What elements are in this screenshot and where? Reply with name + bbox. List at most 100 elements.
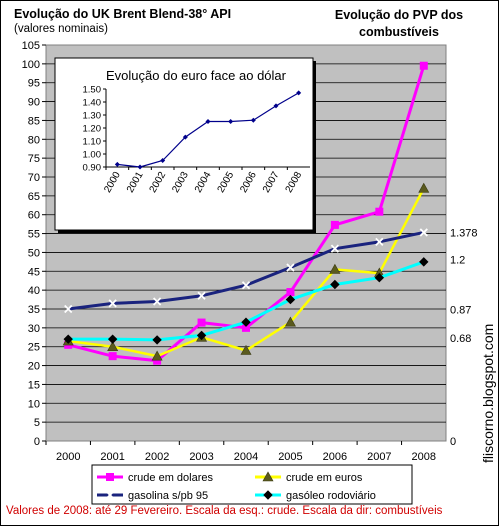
x-tick-label: 2000 bbox=[56, 451, 80, 463]
inset-chart bbox=[54, 57, 314, 231]
data-point bbox=[330, 279, 340, 290]
y-tick-label: 25 bbox=[28, 342, 40, 354]
inset-data-point bbox=[182, 134, 188, 140]
inset-data-point bbox=[296, 90, 302, 96]
data-point bbox=[263, 490, 273, 500]
data-point bbox=[419, 228, 428, 237]
data-point bbox=[105, 490, 115, 500]
data-point bbox=[196, 330, 207, 341]
y-tick-label: 40 bbox=[28, 285, 40, 297]
data-point bbox=[286, 263, 295, 272]
right-axis-label: 0.68 bbox=[450, 333, 471, 345]
y-tick-label: 105 bbox=[22, 40, 40, 52]
legend-entry-1: crude em euros bbox=[255, 471, 363, 484]
x-tick-label: 2005 bbox=[278, 451, 302, 463]
data-point bbox=[152, 335, 162, 345]
series-3 bbox=[63, 257, 429, 345]
x-tick-label: 2007 bbox=[367, 451, 391, 463]
x-tick-label: 2003 bbox=[189, 451, 213, 463]
y-tick-label: 70 bbox=[28, 172, 40, 184]
inset-data-point bbox=[205, 119, 211, 124]
right-axis-label: 1.2 bbox=[450, 254, 465, 266]
right-axis-label: 1.378 bbox=[450, 227, 478, 239]
y-tick-label: 75 bbox=[28, 153, 40, 165]
series-0 bbox=[64, 61, 428, 365]
x-tick-label: 2001 bbox=[100, 451, 124, 463]
y-tick-label: 65 bbox=[28, 191, 40, 203]
data-point bbox=[419, 257, 429, 267]
inset-data-point bbox=[137, 164, 143, 170]
inset-data-point bbox=[160, 158, 166, 163]
legend-entry-0: crude em dolares bbox=[97, 472, 213, 484]
y-tick-label: 50 bbox=[28, 247, 40, 259]
inset-y-tick-label: 1.50 bbox=[83, 85, 102, 96]
footer-note: Valores de 2008: até 29 Fevereiro. Escal… bbox=[6, 505, 443, 517]
chart-title-left: Evolução do UK Brent Blend-38° API bbox=[14, 7, 232, 21]
data-point bbox=[418, 182, 430, 193]
data-point bbox=[286, 288, 295, 297]
data-point bbox=[284, 316, 296, 327]
data-point bbox=[63, 334, 73, 344]
x-tick-label: 2004 bbox=[234, 451, 258, 463]
inset-data-point bbox=[114, 161, 120, 167]
inset-y-tick-label: 1.20 bbox=[83, 124, 102, 135]
data-point bbox=[330, 244, 340, 253]
inset-title: Evolução do euro face ao dólar bbox=[106, 68, 287, 83]
data-point bbox=[108, 299, 117, 308]
legend-entry-2: gasolina s/pb 95 bbox=[97, 490, 208, 502]
inset-y-tick-label: 1.40 bbox=[83, 98, 102, 109]
data-point bbox=[419, 61, 428, 70]
y-tick-label: 95 bbox=[28, 78, 40, 90]
y-tick-label: 45 bbox=[28, 266, 40, 278]
y-tick-label: 5 bbox=[34, 417, 40, 429]
y-tick-label: 100 bbox=[22, 59, 40, 71]
data-point bbox=[152, 297, 162, 306]
legend bbox=[91, 464, 413, 505]
y-tick-label: 55 bbox=[28, 229, 40, 241]
x-tick-label: 2006 bbox=[323, 451, 347, 463]
legend-label: crude em euros bbox=[286, 472, 363, 484]
right-axis-label: 0.87 bbox=[450, 304, 471, 316]
inset-y-tick-label: 1.00 bbox=[83, 150, 102, 161]
legend-label: gasolina s/pb 95 bbox=[128, 490, 208, 502]
y-tick-label: 85 bbox=[28, 115, 40, 127]
data-point bbox=[374, 272, 385, 283]
data-point bbox=[107, 341, 119, 352]
data-point bbox=[240, 344, 252, 355]
y-tick-label: 90 bbox=[28, 97, 40, 109]
chart-title-right-line2: combustíveis bbox=[359, 25, 439, 39]
legend-label: crude em dolares bbox=[128, 472, 213, 484]
inset-series bbox=[114, 90, 302, 170]
y-tick-label: 10 bbox=[28, 398, 40, 410]
data-point bbox=[108, 352, 117, 361]
data-point bbox=[197, 291, 206, 300]
inset-data-point bbox=[273, 103, 279, 109]
y-tick-label: 60 bbox=[28, 210, 40, 222]
x-tick-label: 2002 bbox=[145, 451, 169, 463]
inset-y-tick-label: 0.90 bbox=[83, 163, 102, 174]
watermark: fliscorno.blogspot.com bbox=[480, 323, 496, 463]
data-point bbox=[330, 220, 339, 229]
chart-subtitle-left: (valores nominais) bbox=[14, 23, 108, 35]
y-tick-label: 35 bbox=[28, 304, 40, 316]
y-tick-label: 80 bbox=[28, 134, 40, 146]
data-point bbox=[64, 304, 73, 314]
data-point bbox=[106, 473, 114, 481]
inset-data-point bbox=[228, 119, 234, 124]
y-tick-label: 30 bbox=[28, 323, 40, 335]
data-point bbox=[241, 281, 251, 290]
inset-y-tick-label: 1.30 bbox=[83, 111, 102, 122]
data-point bbox=[151, 350, 163, 361]
data-point bbox=[241, 317, 251, 327]
data-point bbox=[329, 263, 341, 274]
inset-y-tick-label: 1.10 bbox=[83, 137, 102, 148]
x-tick-label: 2008 bbox=[412, 451, 436, 463]
data-point bbox=[375, 207, 384, 216]
legend-entry-3: gasóleo rodoviário bbox=[255, 490, 376, 502]
data-point bbox=[107, 334, 118, 344]
right-axis-label: 0 bbox=[450, 436, 456, 448]
data-point bbox=[285, 294, 296, 305]
series-2 bbox=[64, 228, 428, 314]
data-point bbox=[197, 318, 206, 327]
